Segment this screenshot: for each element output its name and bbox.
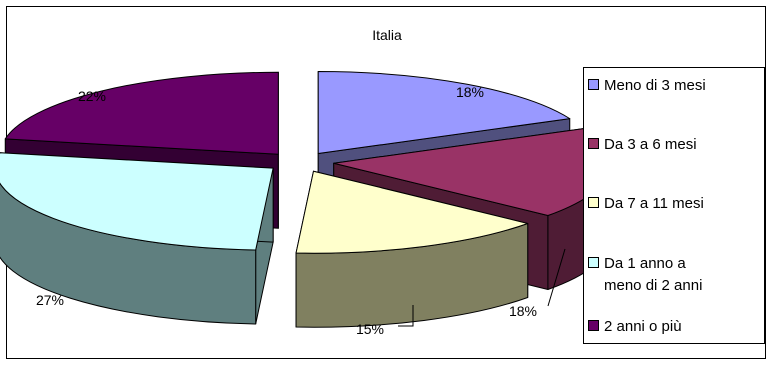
legend-entry: Da 3 a 6 mesi bbox=[588, 136, 697, 153]
pie-slices bbox=[0, 71, 613, 328]
legend-entry: Da 1 anno a meno di 2 anni bbox=[588, 255, 702, 294]
legend-swatch bbox=[588, 79, 599, 90]
legend-label: Da 7 a 11 mesi bbox=[604, 195, 704, 212]
legend: Meno di 3 mesi Da 3 a 6 mesi Da 7 a 11 mes… bbox=[583, 67, 765, 344]
legend-label: Da 1 anno a bbox=[604, 255, 686, 272]
data-label: 22% bbox=[78, 88, 106, 104]
legend-entry: 2 anni o più bbox=[588, 318, 682, 335]
legend-swatch bbox=[588, 197, 599, 208]
slice-top bbox=[0, 152, 274, 251]
pie-slice bbox=[0, 152, 274, 325]
legend-swatch bbox=[588, 320, 599, 331]
slice-top bbox=[295, 170, 529, 254]
legend-label: 2 anni o più bbox=[604, 318, 682, 335]
data-label: 27% bbox=[36, 292, 64, 308]
legend-swatch bbox=[588, 138, 599, 149]
legend-frame bbox=[583, 67, 765, 344]
legend-label: Meno di 3 mesi bbox=[604, 77, 706, 94]
pie-slice bbox=[295, 170, 529, 328]
legend-label: meno di 2 anni bbox=[604, 277, 702, 294]
data-label: 15% bbox=[356, 321, 384, 337]
data-label-leader bbox=[547, 248, 566, 307]
slice-top bbox=[4, 71, 279, 155]
legend-entry: Meno di 3 mesi bbox=[588, 77, 706, 94]
chart-title: Italia bbox=[372, 27, 402, 43]
legend-swatch bbox=[588, 257, 599, 268]
legend-label: Da 3 a 6 mesi bbox=[604, 136, 697, 153]
data-label: 18% bbox=[509, 303, 537, 319]
legend-entry: Da 7 a 11 mesi bbox=[588, 195, 704, 212]
slice-top bbox=[317, 71, 571, 155]
data-label: 18% bbox=[456, 84, 484, 100]
data-label-leader bbox=[398, 305, 414, 327]
data-labels: 18% 18% 15% 27% 22% bbox=[36, 84, 566, 337]
